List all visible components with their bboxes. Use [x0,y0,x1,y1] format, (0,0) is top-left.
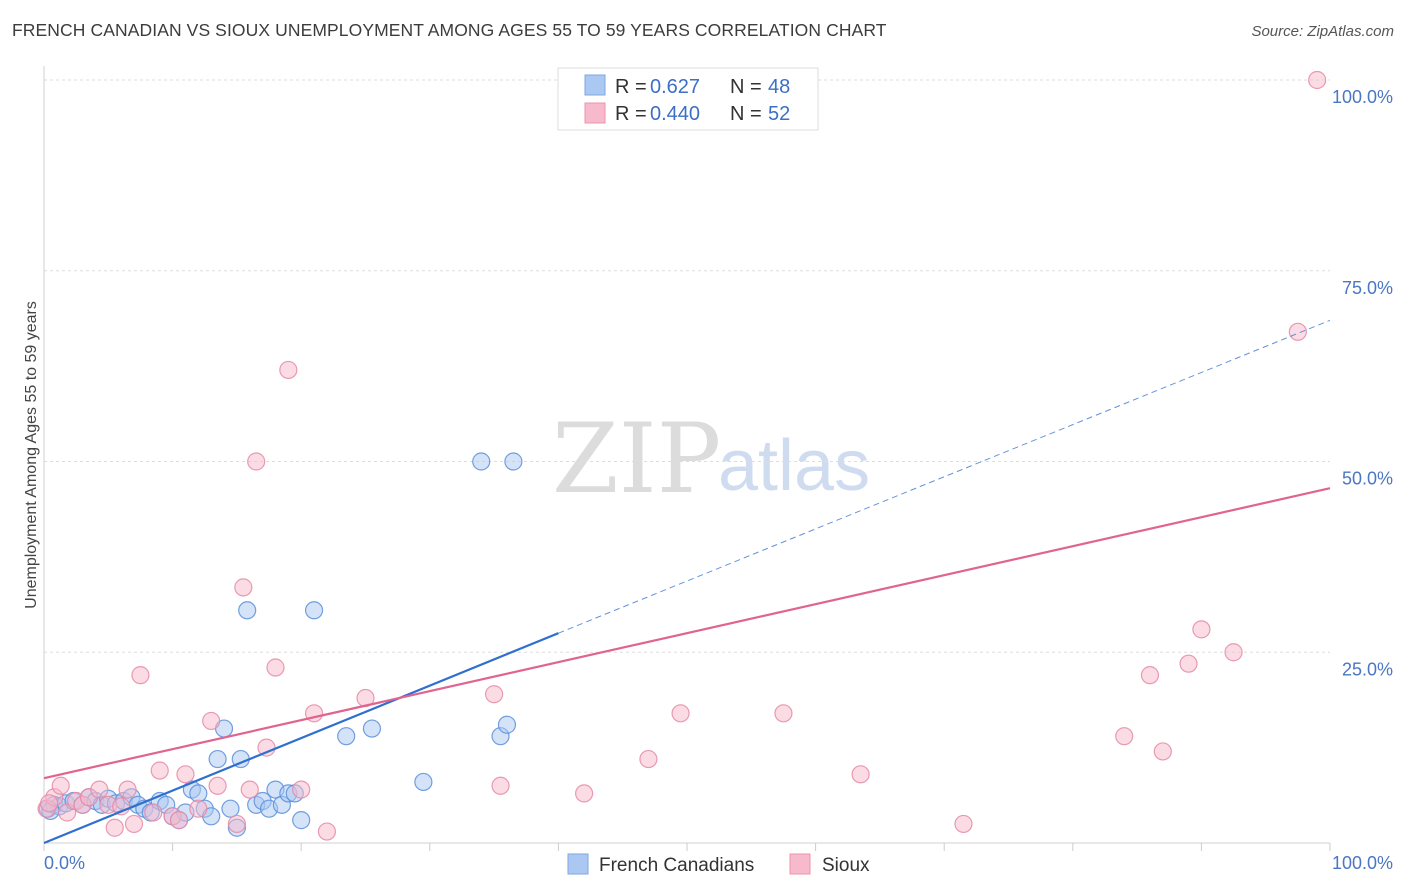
point-sioux-44 [1192,620,1211,639]
point-sioux-16 [169,811,189,830]
point-sioux-18 [189,799,208,818]
point-french-canadians-46 [504,452,523,471]
point-sioux-23 [240,780,259,799]
point-sioux-50 [40,794,59,813]
point-sioux-43 [1179,654,1198,673]
point-sioux-41 [1140,666,1160,685]
point-sioux-21 [227,814,246,834]
point-sioux-11 [124,814,144,834]
point-sioux-42 [1153,742,1172,761]
legend-n-label-2: N = [730,103,762,125]
trend-line-sioux [43,487,1331,780]
x-axis-ticks [43,843,1331,851]
y-tick-label-3: 25.0% [1342,659,1393,679]
trend-extension-french-canadians [558,319,1331,634]
point-sioux-45 [1224,643,1243,662]
x-tick-label-min: 0.0% [44,853,85,873]
y-tick-label-2: 50.0% [1342,469,1393,489]
stats-legend: R = 0.627 N = 48 R = 0.440 N = 52 [557,67,819,131]
y-tick-label-0: 100.0% [1332,87,1393,107]
point-sioux-26 [266,658,285,677]
point-sioux-35 [639,749,658,769]
point-sioux-39 [954,814,973,834]
gridlines [44,79,1330,653]
point-french-canadians-45 [497,715,517,734]
point-french-canadians-41 [362,719,382,738]
point-sioux-13 [144,803,163,822]
point-sioux-24 [247,452,266,471]
legend-n-value-2: 52 [768,103,790,125]
point-sioux-12 [131,666,150,685]
trend-line-french-canadians [43,632,559,845]
point-sioux-19 [202,711,221,731]
point-sioux-22 [234,578,253,597]
point-french-canadians-22 [189,784,208,803]
trend-lines [43,319,1331,845]
scatter-points [37,70,1327,841]
y-tick-label-1: 75.0% [1342,278,1393,298]
legend-n-value-1: 48 [768,76,790,98]
y-tick-labels: 100.0% 75.0% 50.0% 25.0% [1332,87,1393,679]
series-legend-swatch-french-canadians [567,853,589,875]
y-axis-title: Unemployment Among Ages 55 to 59 years [23,301,40,609]
point-french-canadians-43 [472,452,491,471]
point-sioux-27 [279,360,298,380]
point-sioux-10 [118,780,137,799]
legend-swatch-sioux [584,102,606,124]
watermark-zip: ZIP [552,403,721,515]
point-sioux-38 [851,765,870,784]
legend-swatch-french-canadians [584,74,606,96]
point-sioux-20 [208,776,227,795]
point-sioux-30 [317,822,337,841]
legend-r-label-1: R = [615,76,647,98]
point-sioux-40 [1115,727,1134,746]
point-sioux-14 [150,761,169,780]
point-french-canadians-27 [221,799,240,818]
series-legend: French Canadians Sioux [567,853,870,876]
watermark-atlas: atlas [718,426,870,506]
point-sioux-46 [1288,322,1307,341]
point-sioux-37 [774,704,793,723]
point-french-canadians-30 [238,601,257,620]
point-sioux-7 [90,780,109,799]
point-sioux-36 [671,704,690,723]
point-french-canadians-39 [304,601,324,620]
point-sioux-9 [105,818,124,837]
point-sioux-32 [485,685,504,704]
point-sioux-28 [292,780,311,799]
point-french-canadians-25 [208,749,227,769]
legend-r-value-1: 0.627 [650,76,700,98]
series-legend-label-sioux: Sioux [822,855,870,876]
legend-n-label-1: N = [730,76,762,98]
point-sioux-47 [1308,70,1327,90]
point-sioux-33 [491,776,510,795]
point-french-canadians-42 [414,772,433,792]
point-sioux-2 [51,776,70,795]
series-legend-swatch-sioux [789,853,811,875]
point-sioux-17 [176,765,195,784]
chart-title: FRENCH CANADIAN VS SIOUX UNEMPLOYMENT AM… [12,20,887,40]
legend-r-value-2: 0.440 [650,103,700,125]
legend-r-label-2: R = [615,103,647,125]
point-french-canadians-38 [292,811,311,830]
series-legend-label-french-canadians: French Canadians [599,855,754,876]
point-sioux-34 [575,784,594,803]
source-credit: Source: ZipAtlas.com [1251,23,1394,40]
x-tick-label-max: 100.0% [1332,853,1393,873]
point-french-canadians-40 [337,727,356,746]
